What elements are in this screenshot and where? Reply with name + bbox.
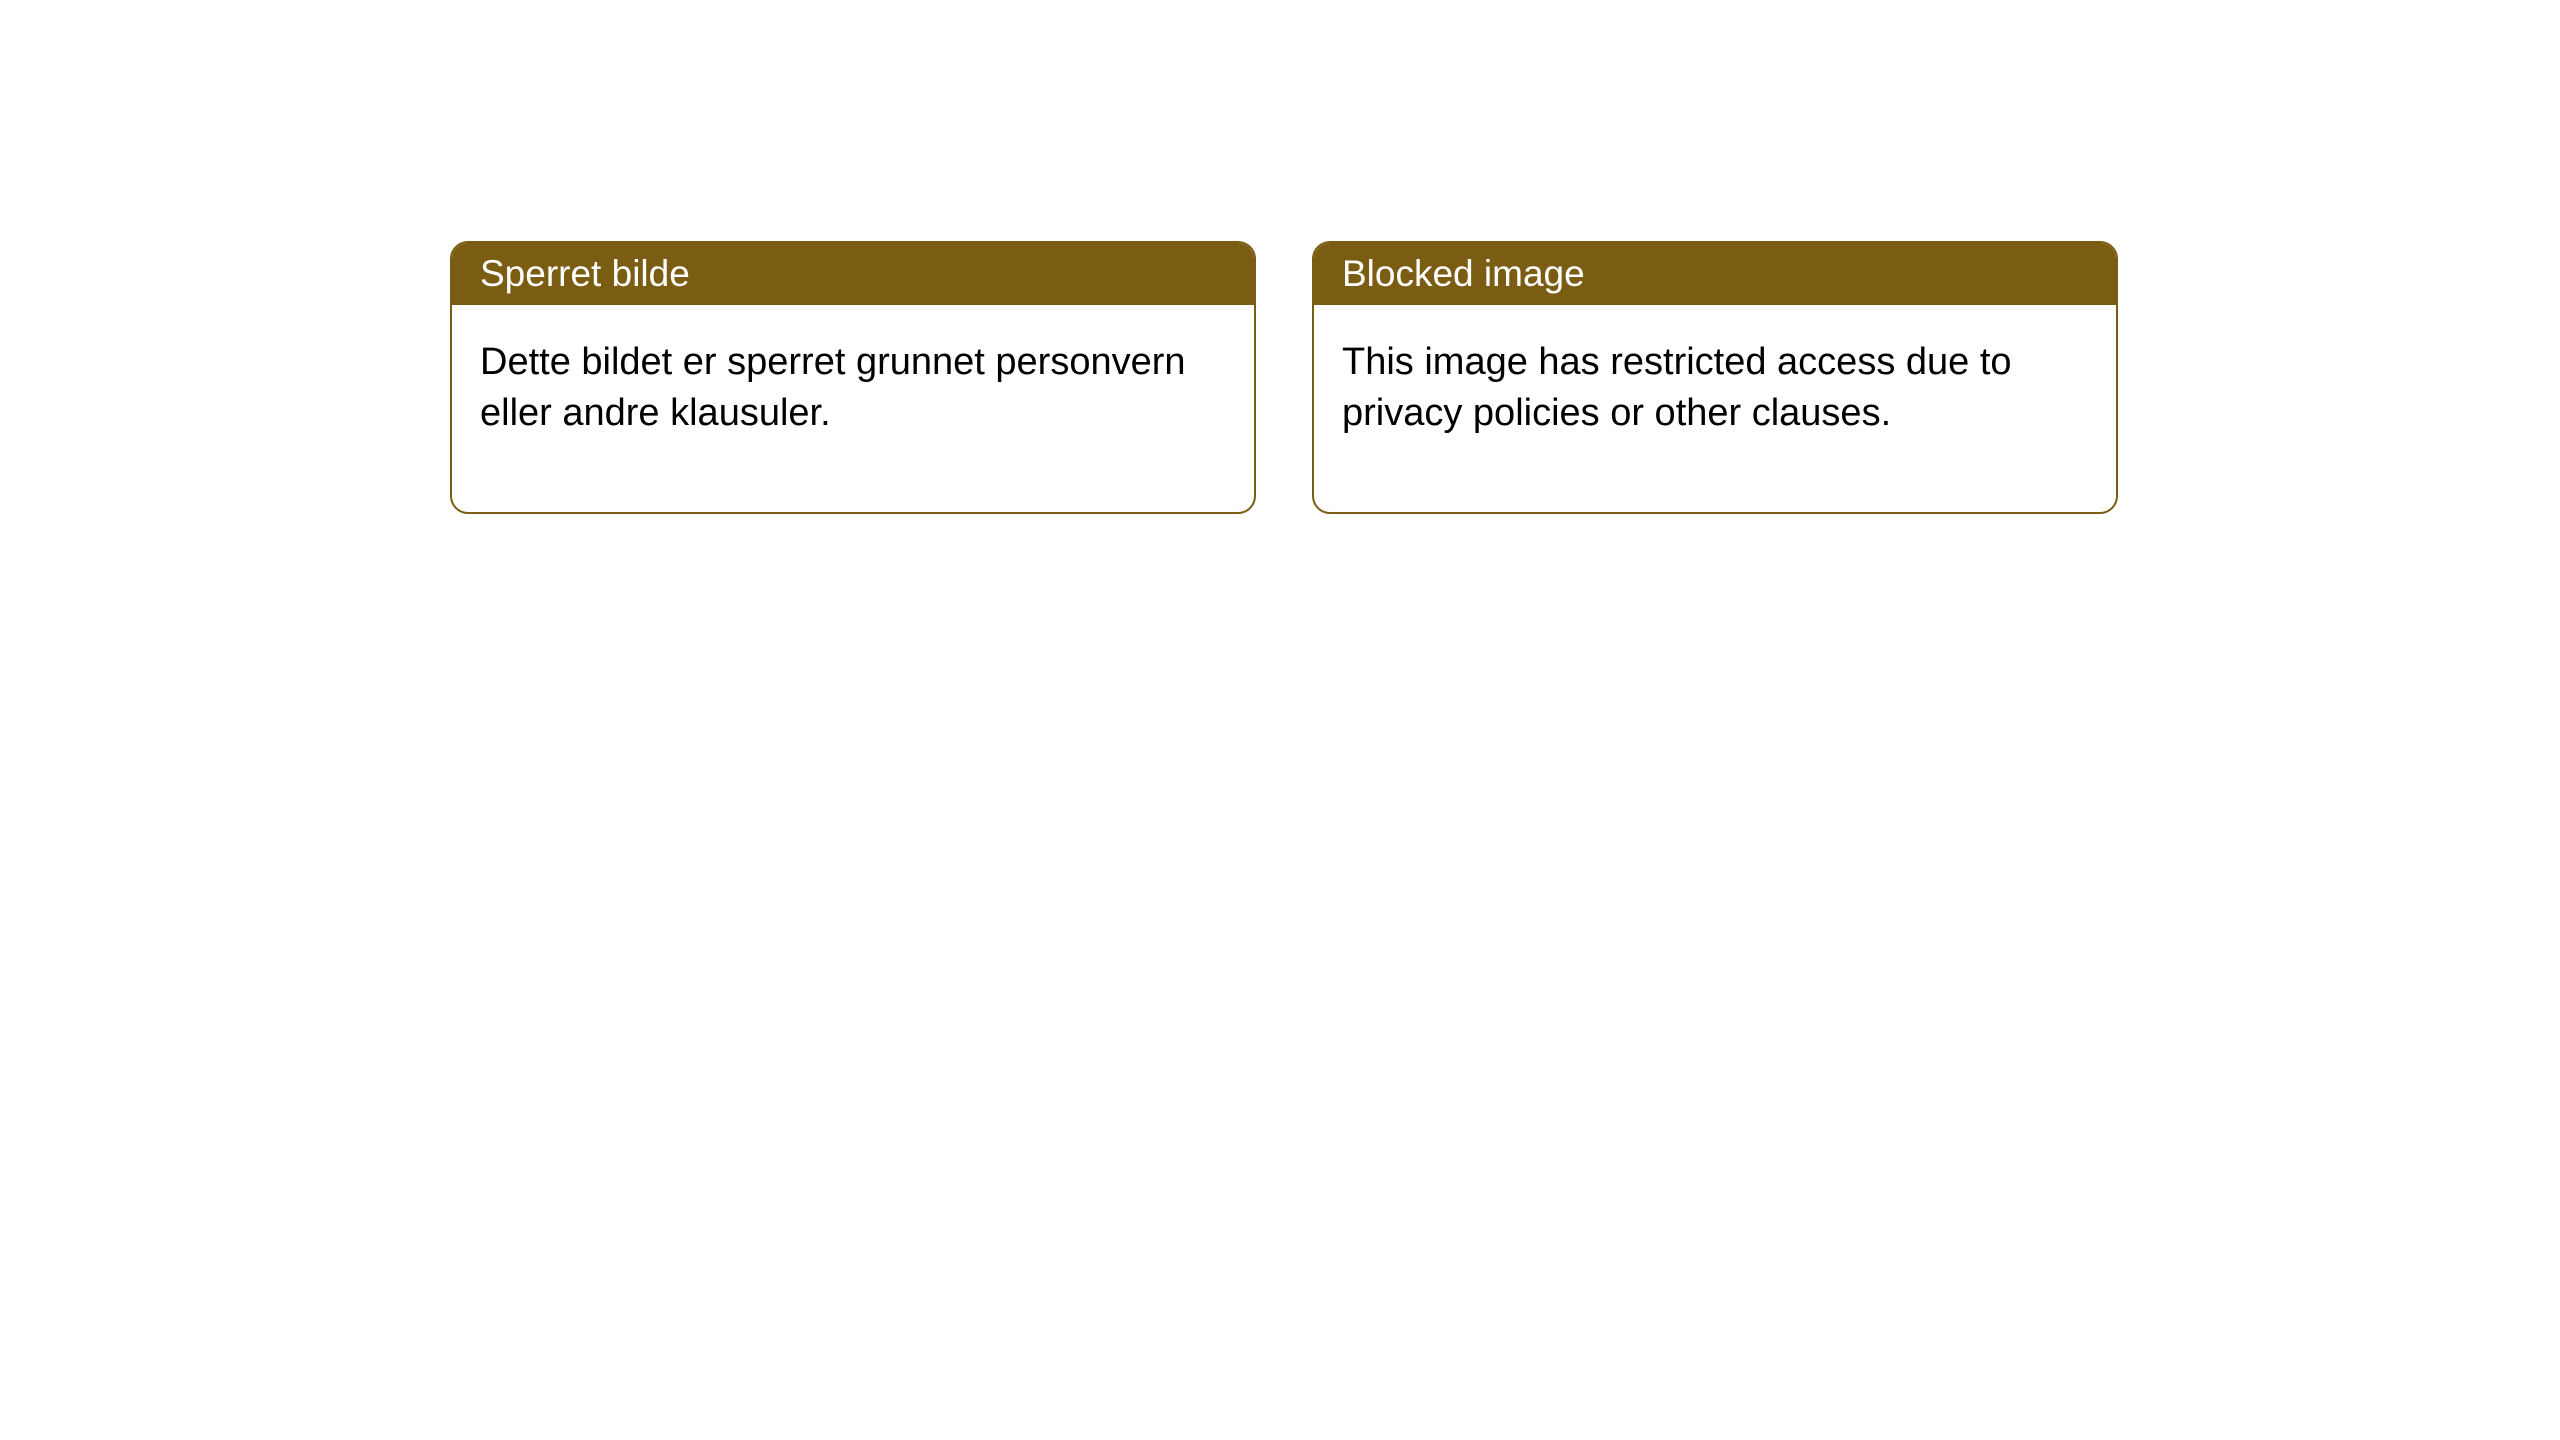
notice-card-norwegian: Sperret bilde Dette bildet er sperret gr…	[450, 241, 1256, 514]
card-header: Sperret bilde	[452, 243, 1254, 305]
notice-container: Sperret bilde Dette bildet er sperret gr…	[450, 241, 2118, 514]
card-body: This image has restricted access due to …	[1314, 305, 2116, 512]
card-body: Dette bildet er sperret grunnet personve…	[452, 305, 1254, 512]
notice-card-english: Blocked image This image has restricted …	[1312, 241, 2118, 514]
card-header: Blocked image	[1314, 243, 2116, 305]
